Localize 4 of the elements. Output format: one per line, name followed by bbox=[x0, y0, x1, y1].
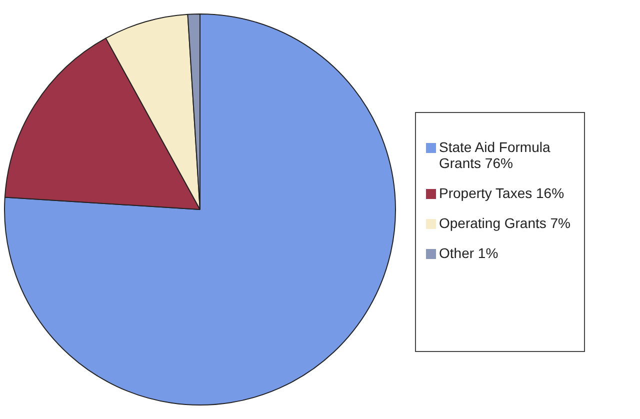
legend-label: Property Taxes 16% bbox=[439, 185, 564, 201]
legend-label: Operating Grants 7% bbox=[439, 215, 571, 231]
legend-label: Other 1% bbox=[439, 245, 498, 261]
legend-label: State Aid Formula Grants 76% bbox=[439, 139, 552, 171]
